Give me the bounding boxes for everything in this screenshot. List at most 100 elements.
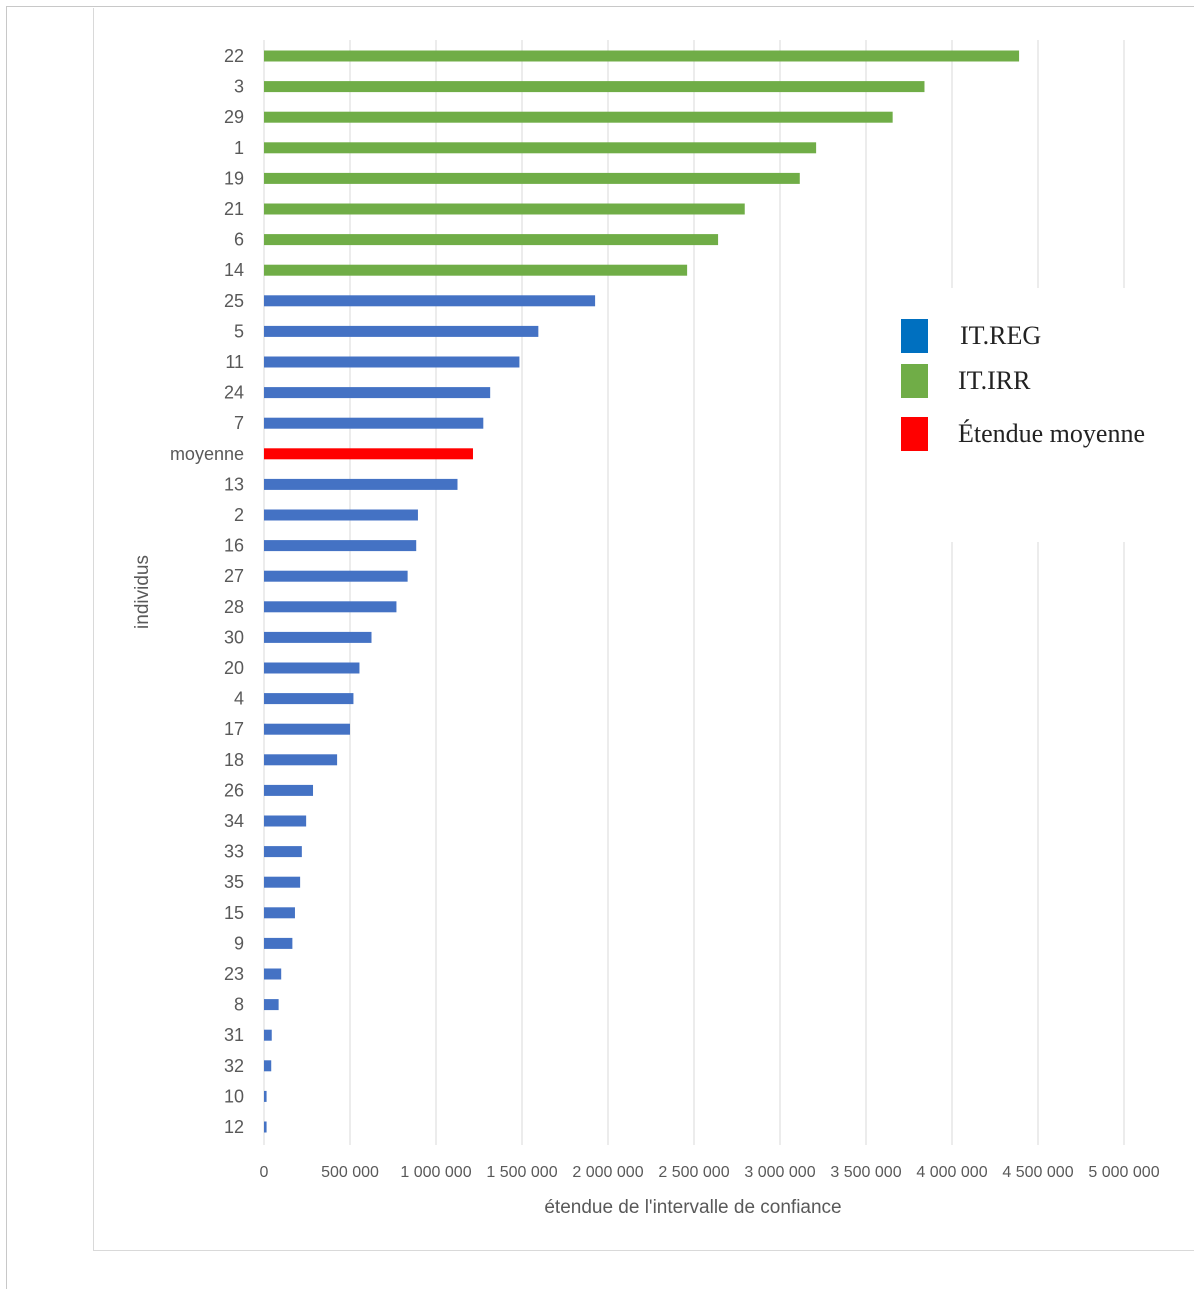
gridlines [263,40,1125,1145]
x-tick-label: 4 500 000 [1002,1164,1073,1181]
y-tick-label: 5 [234,321,244,341]
bar-30 [264,631,372,643]
y-tick-label: 35 [224,872,244,892]
y-tick-label: 24 [224,383,244,403]
y-tick-label: 23 [224,964,244,984]
legend-swatch-it-irr [901,364,928,398]
legend-swatch-etendue-moyenne [901,417,928,451]
x-tick-label: 0 [260,1164,269,1181]
y-tick-label: 27 [224,566,244,586]
bar-3 [264,81,925,93]
y-tick-label: 29 [224,107,244,127]
y-tick-label: 8 [234,995,244,1015]
y-tick-label: 14 [224,260,244,280]
y-tick-label: 30 [224,627,244,647]
bar-31 [264,1029,272,1041]
bar-18 [264,754,338,766]
bar-15 [264,907,295,919]
legend-label: IT.REG [960,321,1042,350]
y-tick-label: 20 [224,658,244,678]
y-tick-label: 13 [224,474,244,494]
bar-23 [264,968,282,980]
y-tick-label: 17 [224,719,244,739]
bar-25 [264,295,596,307]
bar-13 [264,478,458,490]
y-tick-label: 25 [224,291,244,311]
bar-20 [264,662,360,674]
y-tick-label: 34 [224,811,244,831]
legend-label: IT.IRR [958,366,1031,395]
y-tick-label: 4 [234,689,244,709]
y-tick-label: 7 [234,413,244,433]
outer-frame [6,6,1194,1289]
x-tick-label: 2 000 000 [572,1164,643,1181]
y-tick-labels: 223291192161425511247moyenne132162728302… [170,46,244,1137]
y-tick-label: 15 [224,903,244,923]
bar-11 [264,356,520,368]
y-tick-label: 19 [224,168,244,188]
y-tick-label: 32 [224,1056,244,1076]
legend-swatch-it-reg [901,319,928,353]
y-tick-label: 9 [234,933,244,953]
bar-9 [264,937,293,949]
bar-33 [264,846,302,858]
x-tick-label: 1 000 000 [400,1164,471,1181]
y-tick-label: 12 [224,1117,244,1137]
bar-17 [264,723,350,735]
bar-1 [264,142,817,154]
bar-12 [264,1121,267,1133]
bar-6 [264,234,719,246]
bar-28 [264,601,397,613]
legend: IT.REG IT.IRR Étendue moyenne [885,288,1185,542]
bar-5 [264,325,539,337]
bar-27 [264,570,408,582]
bar-moyenne [264,448,473,460]
y-tick-label: 28 [224,597,244,617]
legend-label: Étendue moyenne [958,419,1145,448]
bar-26 [264,784,314,796]
bar-2 [264,509,418,521]
bars [264,50,1020,1133]
bar-14 [264,264,688,276]
y-tick-label: moyenne [170,444,244,464]
y-tick-label: 3 [234,77,244,97]
x-axis-title: étendue de l'intervalle de confiance [544,1197,841,1218]
bar-34 [264,815,307,827]
x-tick-label: 5 000 000 [1088,1164,1159,1181]
y-tick-label: 26 [224,780,244,800]
y-tick-label: 10 [224,1086,244,1106]
y-tick-label: 22 [224,46,244,66]
x-tick-label: 3 000 000 [744,1164,815,1181]
chart-area [93,8,1194,1251]
y-axis-title: individus [132,555,153,629]
y-tick-label: 2 [234,505,244,525]
y-tick-label: 18 [224,750,244,770]
x-tick-label: 3 500 000 [830,1164,901,1181]
x-tick-label: 500 000 [321,1164,379,1181]
bar-10 [264,1090,267,1102]
bar-35 [264,876,301,888]
legend-item-etendue-moyenne: Étendue moyenne [901,417,1145,451]
x-tick-labels: 0 500 000 1 000 000 1 500 000 2 000 000 2 500… [260,1164,1160,1181]
bar-8 [264,999,279,1011]
y-tick-label: 31 [224,1025,244,1045]
bar-22 [264,50,1020,62]
y-tick-label: 33 [224,842,244,862]
y-tick-label: 16 [224,536,244,556]
bar-4 [264,693,354,705]
y-tick-label: 6 [234,230,244,250]
x-tick-label: 4 000 000 [916,1164,987,1181]
y-tick-label: 11 [225,352,244,372]
bar-32 [264,1060,272,1072]
bar-16 [264,540,417,552]
legend-item-it-reg: IT.REG [901,319,1041,353]
bar-21 [264,203,745,215]
bar-19 [264,172,800,184]
legend-item-it-irr: IT.IRR [901,364,1030,398]
x-tick-label: 2 500 000 [658,1164,729,1181]
bar-29 [264,111,893,123]
bar-24 [264,387,491,399]
y-tick-label: 21 [224,199,244,219]
y-tick-label: 1 [234,138,244,158]
